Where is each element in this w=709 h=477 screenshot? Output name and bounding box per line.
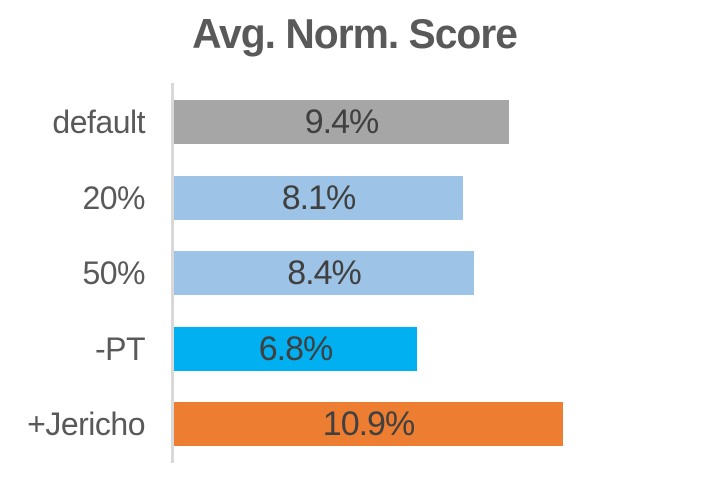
- category-label: default: [52, 103, 145, 140]
- y-axis-line: [171, 83, 174, 463]
- category-label: -PT: [94, 330, 146, 367]
- bar-value-label: 8.4%: [287, 254, 361, 292]
- bar-row: 20% 8.1%: [0, 176, 709, 220]
- bar-row: default 9.4%: [0, 100, 709, 144]
- bar-row: +Jericho 10.9%: [0, 402, 709, 446]
- bar: 9.4%: [174, 100, 509, 144]
- category-label: 20%: [82, 179, 145, 216]
- bar-value-label: 9.4%: [304, 103, 379, 141]
- category-label: +Jericho: [27, 405, 145, 442]
- bar-value-label: 10.9%: [322, 405, 415, 443]
- bar: 8.1%: [174, 176, 463, 220]
- category-label: 50%: [82, 254, 145, 291]
- bar-value-label: 6.8%: [258, 330, 333, 368]
- bar-row: -PT 6.8%: [0, 327, 709, 371]
- chart-title: Avg. Norm. Score: [192, 10, 518, 57]
- bar: 6.8%: [174, 327, 417, 371]
- bar-value-label: 8.1%: [281, 179, 356, 217]
- bar-row: 50% 8.4%: [0, 251, 709, 295]
- bar: 8.4%: [174, 251, 474, 295]
- bar: 10.9%: [174, 402, 563, 446]
